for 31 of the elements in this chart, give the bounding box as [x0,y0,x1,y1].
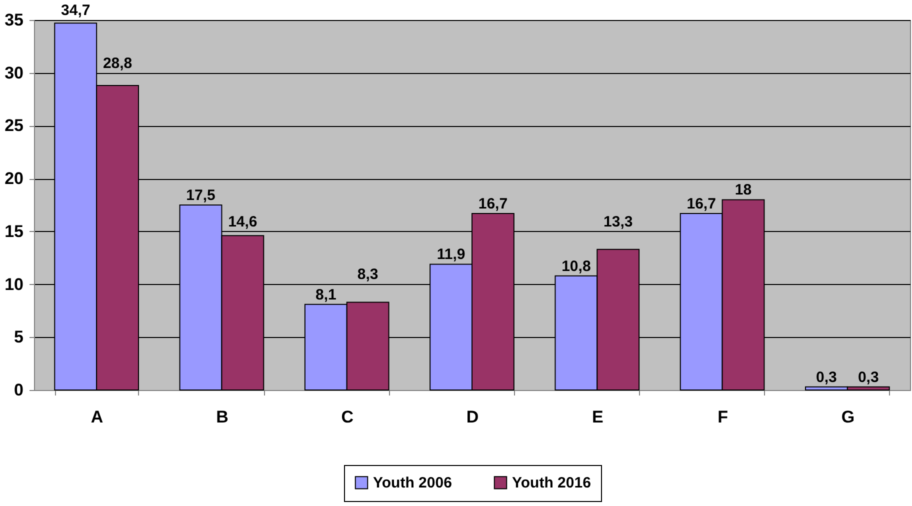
x-tick-label: E [592,408,604,426]
data-label: 0,3 [858,368,879,386]
data-label: 11,9 [436,246,466,264]
y-tick-label: 25 [4,116,24,136]
data-label: 28,8 [102,54,132,72]
data-label: 34,7 [61,2,90,19]
data-label: 13,3 [604,213,633,230]
data-label: 17,5 [186,187,216,204]
y-tick-label: 35 [4,10,24,30]
y-tick-label: 10 [4,274,24,294]
x-tick-label: C [341,408,354,426]
legend-label: Youth 2016 [512,474,591,492]
y-tick-label: 0 [14,380,24,400]
data-label: 0,3 [816,368,837,386]
y-tick-label: 30 [4,63,24,82]
x-tick-label: G [841,408,855,426]
y-tick-label: 5 [14,328,24,347]
x-tick-label: F [718,408,728,426]
x-tick-label: B [216,408,228,426]
x-tick-label: D [466,408,479,426]
data-label: 14,6 [228,213,258,230]
y-tick-label: 15 [4,222,24,241]
y-tick-label: 20 [4,169,24,188]
data-label: 10,8 [562,258,591,275]
data-label: 18 [734,182,752,199]
x-tick-label: A [90,408,104,426]
legend-label: Youth 2006 [373,474,452,492]
data-label: 8,3 [357,266,378,284]
data-label: 16,7 [686,195,716,212]
data-label: 16,7 [478,195,508,212]
data-label: 8,1 [315,286,336,304]
